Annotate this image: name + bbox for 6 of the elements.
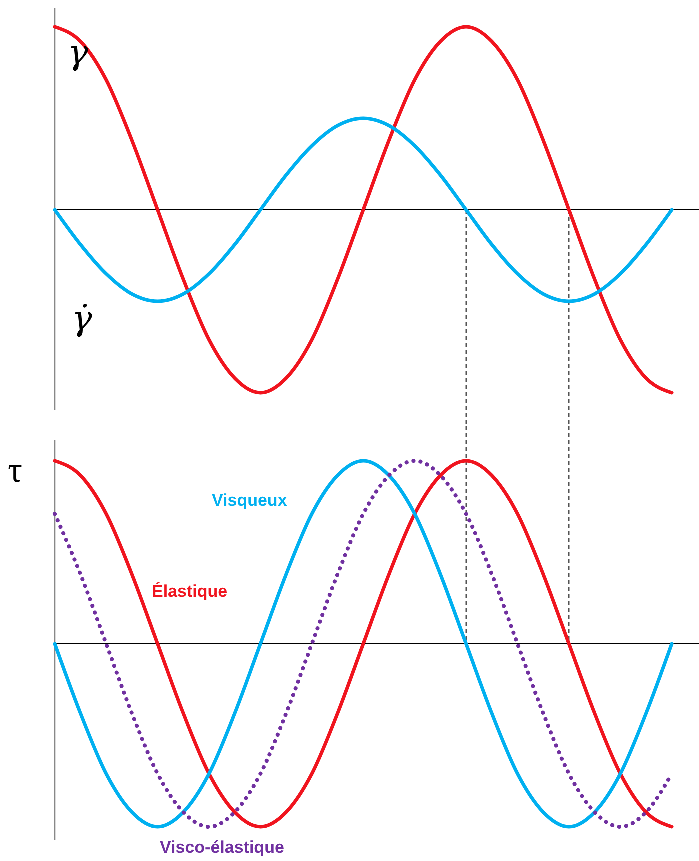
- series-label: Visco-élastique: [160, 838, 284, 857]
- series-label: γ̇: [72, 299, 93, 339]
- series-label: γ: [68, 33, 89, 73]
- series-label: Élastique: [152, 581, 228, 601]
- series-label: Visqueux: [212, 491, 288, 510]
- y-axis-title: τ: [8, 450, 22, 490]
